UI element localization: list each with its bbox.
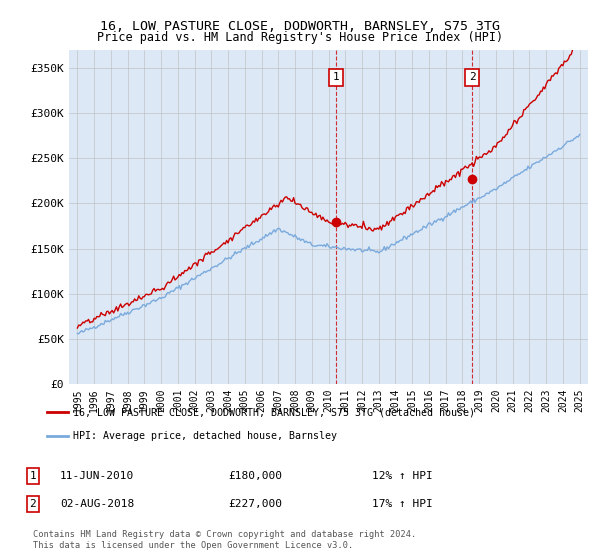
Text: 02-AUG-2018: 02-AUG-2018	[60, 499, 134, 509]
Text: 17% ↑ HPI: 17% ↑ HPI	[372, 499, 433, 509]
Text: 11-JUN-2010: 11-JUN-2010	[60, 471, 134, 481]
Text: £180,000: £180,000	[228, 471, 282, 481]
Text: 1: 1	[332, 72, 340, 82]
Text: 16, LOW PASTURE CLOSE, DODWORTH, BARNSLEY, S75 3TG: 16, LOW PASTURE CLOSE, DODWORTH, BARNSLE…	[100, 20, 500, 32]
Text: 2: 2	[469, 72, 476, 82]
Text: Price paid vs. HM Land Registry's House Price Index (HPI): Price paid vs. HM Land Registry's House …	[97, 31, 503, 44]
Text: 2: 2	[29, 499, 37, 509]
Text: £227,000: £227,000	[228, 499, 282, 509]
Text: HPI: Average price, detached house, Barnsley: HPI: Average price, detached house, Barn…	[73, 431, 337, 441]
Text: 16, LOW PASTURE CLOSE, DODWORTH, BARNSLEY, S75 3TG (detached house): 16, LOW PASTURE CLOSE, DODWORTH, BARNSLE…	[73, 408, 475, 418]
Text: 12% ↑ HPI: 12% ↑ HPI	[372, 471, 433, 481]
Text: Contains HM Land Registry data © Crown copyright and database right 2024.
This d: Contains HM Land Registry data © Crown c…	[33, 530, 416, 549]
Text: 1: 1	[29, 471, 37, 481]
